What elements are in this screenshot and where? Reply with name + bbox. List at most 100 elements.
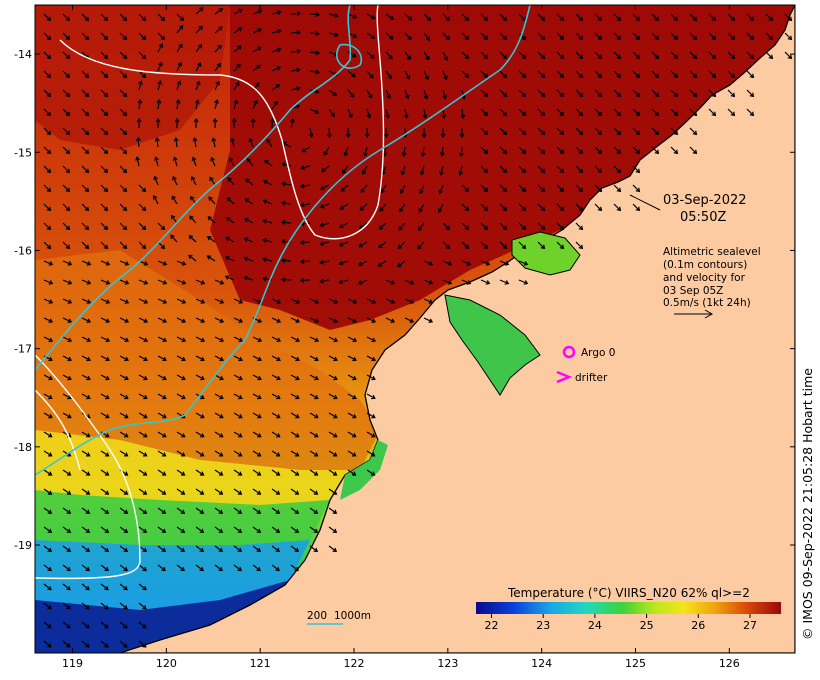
velocity-arrow-head xyxy=(256,528,262,533)
velocity-arrow-head xyxy=(597,54,603,60)
velocity-arrow-head xyxy=(389,15,395,21)
velocity-arrow xyxy=(518,222,526,230)
velocity-arrow xyxy=(62,336,72,342)
velocity-arrow-head xyxy=(181,261,187,266)
velocity-arrow-head xyxy=(143,433,148,438)
velocity-arrow-head xyxy=(459,133,465,139)
velocity-arrow-head xyxy=(635,168,641,174)
velocity-arrow xyxy=(518,146,526,154)
velocity-arrow xyxy=(784,13,792,21)
velocity-arrow-head xyxy=(313,471,319,476)
velocity-arrow-head xyxy=(230,137,235,142)
velocity-arrow-head xyxy=(198,25,203,31)
velocity-arrow-head xyxy=(65,187,71,193)
velocity-arrow-head xyxy=(445,225,451,231)
altimetry-line-1: Altimetric sealevel xyxy=(663,246,761,258)
velocity-arrow-head xyxy=(104,566,109,572)
velocity-arrow-head xyxy=(200,299,206,304)
velocity-arrow-head xyxy=(123,490,129,495)
velocity-arrow-head xyxy=(398,226,403,231)
velocity-arrow-head xyxy=(47,509,53,514)
velocity-arrow xyxy=(119,583,128,591)
velocity-arrow-head xyxy=(420,152,426,157)
velocity-arrow-head xyxy=(243,256,249,262)
velocity-arrow-head xyxy=(502,16,508,22)
velocity-arrow xyxy=(537,51,545,59)
velocity-arrow xyxy=(119,526,128,533)
velocity-arrow xyxy=(176,412,186,419)
velocity-arrow xyxy=(290,12,301,15)
velocity-arrow xyxy=(328,336,338,342)
velocity-arrow xyxy=(263,200,273,205)
velocity-arrow-head xyxy=(749,92,755,98)
velocity-arrow xyxy=(556,70,564,78)
velocity-arrow xyxy=(366,374,376,380)
velocity-arrow-head xyxy=(300,165,305,171)
velocity-arrow-head xyxy=(206,255,212,260)
velocity-arrow xyxy=(81,355,91,361)
velocity-arrow-head xyxy=(181,356,186,362)
velocity-arrow xyxy=(328,393,338,399)
velocity-arrow xyxy=(195,336,205,342)
velocity-arrow-head xyxy=(692,130,698,136)
velocity-arrow xyxy=(632,165,640,173)
velocity-arrow xyxy=(575,127,583,135)
velocity-arrow-head xyxy=(333,299,339,304)
velocity-arrow xyxy=(62,602,71,610)
velocity-arrow-head xyxy=(787,54,793,60)
warm-tongue xyxy=(35,5,230,150)
velocity-arrow xyxy=(347,469,356,476)
velocity-arrow-head xyxy=(313,547,319,553)
velocity-arrow-head xyxy=(559,35,565,41)
velocity-arrow-head xyxy=(142,452,148,457)
velocity-arrow xyxy=(347,51,357,58)
velocity-arrow-head xyxy=(224,275,230,280)
velocity-arrow xyxy=(214,44,222,53)
velocity-arrow xyxy=(301,222,311,225)
velocity-arrow-head xyxy=(371,414,376,419)
velocity-arrow xyxy=(366,469,375,476)
velocity-arrow xyxy=(480,222,488,230)
velocity-arrow-head xyxy=(138,80,143,85)
velocity-arrow xyxy=(441,146,444,156)
velocity-arrow-head xyxy=(105,394,110,400)
velocity-arrow-head xyxy=(218,26,223,31)
velocity-arrow xyxy=(708,70,716,78)
velocity-arrow xyxy=(119,298,129,304)
velocity-arrow-head xyxy=(578,244,584,250)
velocity-arrow xyxy=(233,564,242,571)
velocity-arrow xyxy=(290,69,300,72)
velocity-arrow xyxy=(100,488,109,495)
velocity-arrow-head xyxy=(654,35,660,41)
velocity-arrow xyxy=(62,279,72,285)
velocity-arrow xyxy=(556,222,564,230)
velocity-arrow-head xyxy=(233,99,239,105)
velocity-arrow xyxy=(613,32,621,40)
velocity-arrow-head xyxy=(333,394,338,400)
velocity-arrow xyxy=(670,108,678,116)
velocity-arrow xyxy=(138,222,146,230)
velocity-arrow xyxy=(632,127,640,135)
velocity-arrow xyxy=(746,32,754,40)
velocity-arrow-head xyxy=(103,206,109,212)
velocity-arrow-head xyxy=(104,509,110,514)
velocity-arrow-head xyxy=(301,148,306,153)
velocity-arrow-head xyxy=(160,244,166,250)
velocity-arrow xyxy=(328,374,338,380)
velocity-arrow-head xyxy=(445,244,451,250)
velocity-arrow-head xyxy=(48,318,54,323)
velocity-arrow xyxy=(347,431,357,438)
velocity-arrow-head xyxy=(225,255,230,261)
velocity-arrow xyxy=(518,260,528,265)
velocity-arrow xyxy=(233,545,242,552)
velocity-arrow-head xyxy=(294,471,300,476)
velocity-arrow-head xyxy=(559,92,565,98)
velocity-arrow-head xyxy=(352,375,357,381)
velocity-arrow xyxy=(271,355,281,361)
velocity-arrow xyxy=(364,146,368,156)
velocity-arrow xyxy=(207,255,216,262)
velocity-arrow-head xyxy=(521,73,527,79)
velocity-arrow-head xyxy=(464,54,470,60)
velocity-arrow-head xyxy=(635,16,641,22)
velocity-arrow xyxy=(188,254,197,262)
